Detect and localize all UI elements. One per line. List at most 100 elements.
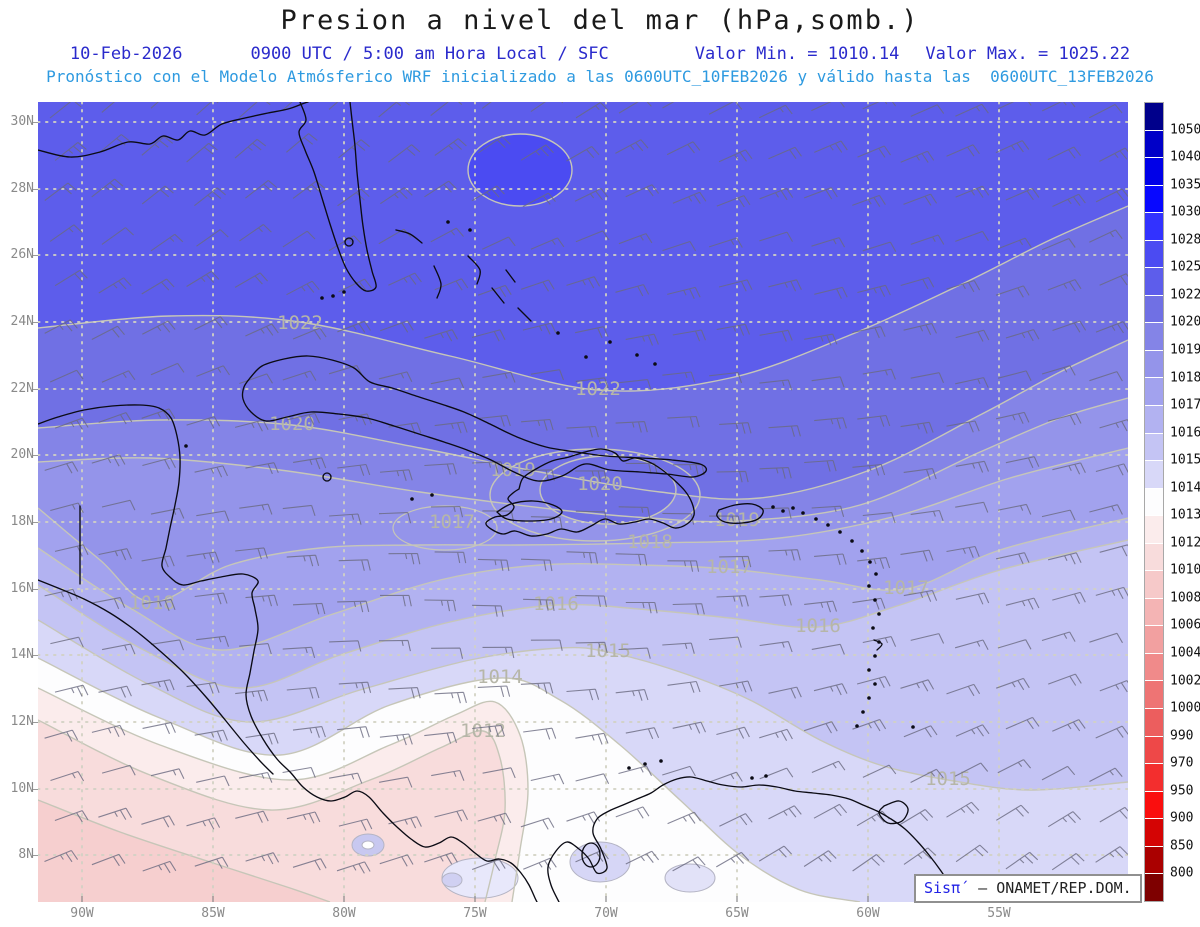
colorbar-label: 1015 xyxy=(1170,452,1200,468)
colorbar-label: 1018 xyxy=(1170,370,1200,386)
colorbar-label: 1004 xyxy=(1170,645,1200,661)
lat-tick xyxy=(33,589,38,590)
lat-label: 30N xyxy=(10,114,34,129)
contour-label: 1016 xyxy=(533,593,579,615)
colorbar-segment xyxy=(1145,488,1163,516)
colorbar-segment xyxy=(1145,433,1163,461)
colorbar-segment xyxy=(1145,571,1163,598)
colorbar-segment xyxy=(1145,736,1163,764)
colorbar-label: 900 xyxy=(1170,810,1194,826)
lat-label: 22N xyxy=(10,381,34,396)
lat-label: 28N xyxy=(10,181,34,196)
colorbar-label: 1014 xyxy=(1170,480,1200,496)
run-time-label: 0900 UTC / 5:00 am Hora Local / SFC xyxy=(250,44,609,64)
lat-tick xyxy=(33,722,38,723)
contour-label: 1020 xyxy=(577,473,623,495)
colorbar-label: 1040 xyxy=(1170,149,1200,165)
lat-tick xyxy=(33,189,38,190)
contour-label: 1014 xyxy=(477,666,523,688)
contour-label: 1017 xyxy=(429,511,475,533)
colorbar-segment xyxy=(1145,295,1163,323)
colorbar-label: 1012 xyxy=(1170,535,1200,551)
header-line1: 10-Feb-2026 0900 UTC / 5:00 am Hora Loca… xyxy=(0,44,1200,64)
contour-label: 1019 xyxy=(714,509,760,531)
date-label: 10-Feb-2026 xyxy=(69,44,183,64)
colorbar-segment xyxy=(1145,874,1163,901)
colorbar-label: 1020 xyxy=(1170,314,1200,330)
lon-label: 70W xyxy=(594,906,618,921)
colorbar-label: 970 xyxy=(1170,755,1194,771)
lat-tick xyxy=(33,255,38,256)
colorbar-segment xyxy=(1145,709,1163,736)
lat-tick xyxy=(33,855,38,856)
branding-box: Sisπ´ – ONAMET/REP.DOM. xyxy=(914,874,1142,903)
header-line2: Pronóstico con el Modelo Atmósferico WRF… xyxy=(46,67,1154,86)
lat-tick xyxy=(33,322,38,323)
colorbar: 1050 1040 1035 1030 1028 1025 1022 1020 1019 1018… xyxy=(1142,102,1200,904)
colorbar-label: 1030 xyxy=(1170,204,1200,220)
lat-label: 18N xyxy=(10,514,34,529)
lat-tick xyxy=(33,389,38,390)
colorbar-segment xyxy=(1145,378,1163,406)
colorbar-segment xyxy=(1145,323,1163,350)
colorbar-label: 1017 xyxy=(1170,397,1200,413)
colorbar-segment xyxy=(1145,819,1163,846)
lat-label: 14N xyxy=(10,647,34,662)
colorbar-segment xyxy=(1145,240,1163,268)
colorbar-segment xyxy=(1145,268,1163,295)
colorbar-label: 1010 xyxy=(1170,562,1200,578)
colorbar-segment xyxy=(1145,185,1163,213)
lon-label: 85W xyxy=(201,906,225,921)
grid-layer xyxy=(38,102,1128,902)
colorbar-segment xyxy=(1145,461,1163,488)
lon-label: 75W xyxy=(463,906,487,921)
colorbar-segment xyxy=(1145,350,1163,378)
contour-label: 1015 xyxy=(585,640,631,662)
lat-tick xyxy=(33,789,38,790)
colorbar-label: 1000 xyxy=(1170,700,1200,716)
colorbar-label: 950 xyxy=(1170,783,1194,799)
max-value-label: Valor Max. = 1025.22 xyxy=(925,44,1131,64)
colorbar-segment xyxy=(1145,846,1163,874)
colorbar-segment xyxy=(1145,598,1163,626)
lat-label: 10N xyxy=(10,781,34,796)
colorbar-label: 1002 xyxy=(1170,673,1200,689)
colorbar-label: 1006 xyxy=(1170,617,1200,633)
min-value-label: Valor Min. = 1010.14 xyxy=(694,44,900,64)
lat-tick xyxy=(33,655,38,656)
colorbar-segment xyxy=(1145,103,1163,130)
colorbar-label: 1035 xyxy=(1170,177,1200,193)
lat-tick xyxy=(33,455,38,456)
colorbar-segment xyxy=(1145,158,1163,185)
colorbar-label: 1022 xyxy=(1170,287,1200,303)
colorbar-segment xyxy=(1145,213,1163,240)
colorbar-label: 1008 xyxy=(1170,590,1200,606)
colorbar-segment xyxy=(1145,626,1163,653)
page-title: Presion a nivel del mar (hPa,somb.) xyxy=(280,5,920,36)
colorbar-label: 1013 xyxy=(1170,507,1200,523)
lat-label: 24N xyxy=(10,314,34,329)
lat-label: 8N xyxy=(18,847,34,862)
colorbar-label: 850 xyxy=(1170,838,1194,854)
lat-label: 16N xyxy=(10,581,34,596)
wind-barbs-layer xyxy=(44,102,1128,874)
contour-label: 1022 xyxy=(575,378,621,400)
colorbar-label: 1050 xyxy=(1170,122,1200,138)
lon-label: 55W xyxy=(987,906,1011,921)
colorbar-label: 1016 xyxy=(1170,425,1200,441)
lat-label: 26N xyxy=(10,247,34,262)
contour-label: 1018 xyxy=(627,531,673,553)
colorbar-segment xyxy=(1145,543,1163,571)
contour-label: 1012 xyxy=(460,720,506,742)
colorbar-label: 1028 xyxy=(1170,232,1200,248)
onamet-label: – ONAMET/REP.DOM. xyxy=(969,879,1132,897)
lat-label: 20N xyxy=(10,447,34,462)
sis-logo: Sisπ´ xyxy=(924,879,970,897)
colorbar-segment xyxy=(1145,764,1163,791)
colorbar-label: 1019 xyxy=(1170,342,1200,358)
lat-label: 12N xyxy=(10,714,34,729)
colorbar-segment xyxy=(1145,406,1163,433)
